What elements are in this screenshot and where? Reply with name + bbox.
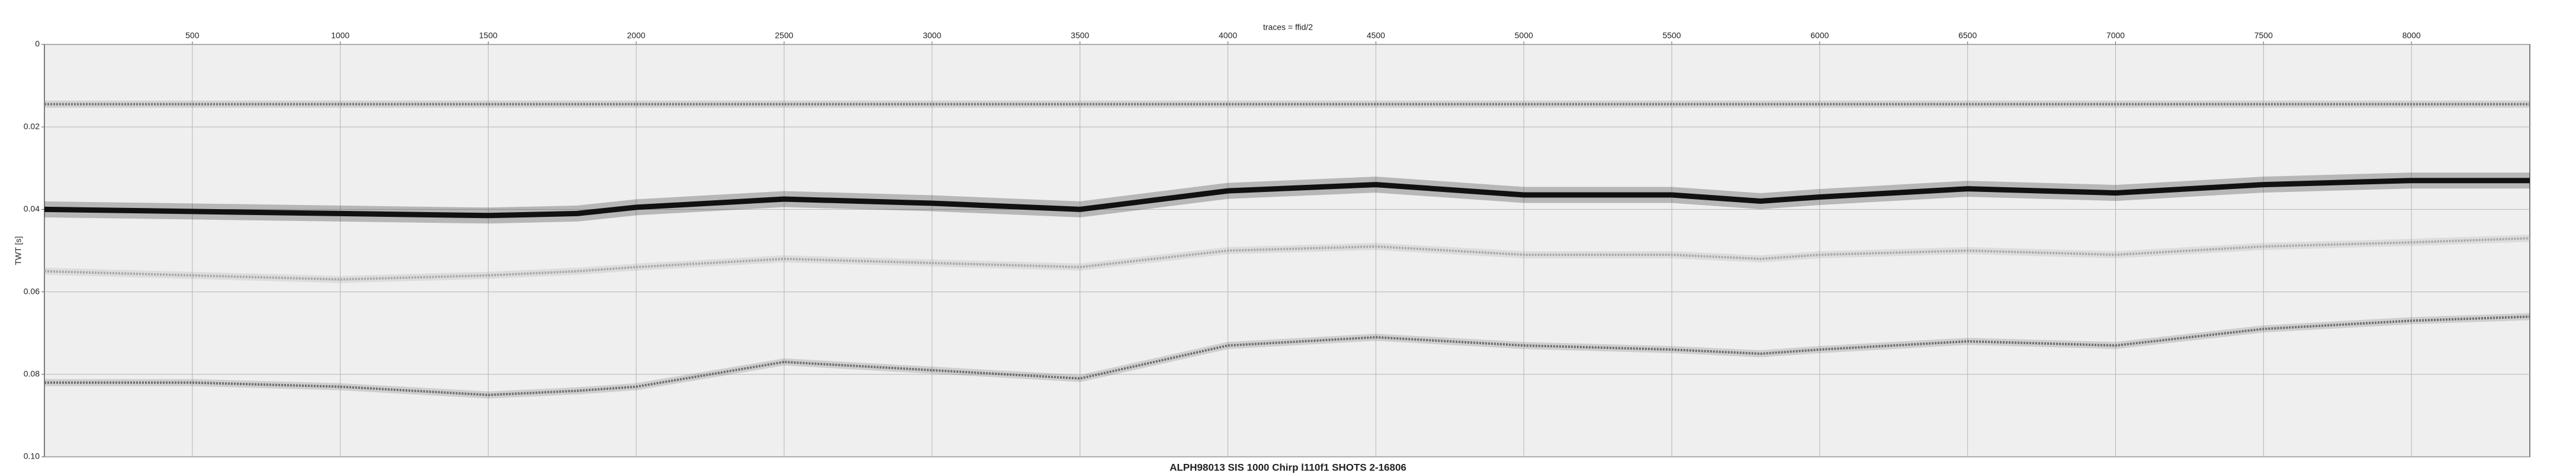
x-tick-label: 2000	[627, 31, 645, 40]
x-tick-label: 7500	[2254, 31, 2273, 40]
y-tick-label: 0.10	[24, 451, 40, 461]
y-tick-label: 0.04	[24, 204, 40, 213]
x-tick-label: 4500	[1367, 31, 1385, 40]
x-tick-label: 5000	[1515, 31, 1533, 40]
y-tick-label: 0.02	[24, 121, 40, 131]
reflector	[44, 178, 2530, 219]
x-tick-label: 3500	[1071, 31, 1089, 40]
x-tick-label: 500	[185, 31, 200, 40]
chart-title: ALPH98013 SIS 1000 Chirp l110f1 SHOTS 2-…	[1170, 462, 1406, 473]
x-tick-label: 7000	[2106, 31, 2125, 40]
x-tick-label: 1500	[479, 31, 497, 40]
x-tick-label: 6500	[1958, 31, 1977, 40]
x-axis-label: traces = ffid/2	[1263, 23, 1313, 32]
x-tick-label: 1000	[331, 31, 349, 40]
x-tick-label: 8000	[2402, 31, 2421, 40]
y-tick-label: 0	[35, 39, 40, 49]
x-tick-label: 3000	[923, 31, 941, 40]
x-tick-label: 6000	[1810, 31, 1829, 40]
x-tick-label: 2500	[775, 31, 794, 40]
x-tick-label: 5500	[1662, 31, 1681, 40]
y-tick-label: 0.06	[24, 286, 40, 296]
reflector-halo	[44, 313, 2530, 399]
y-axis-label: TWT [s]	[14, 236, 23, 265]
y-tick-label: 0.08	[24, 369, 40, 379]
reflector	[44, 237, 2530, 281]
x-tick-label: 4000	[1219, 31, 1237, 40]
